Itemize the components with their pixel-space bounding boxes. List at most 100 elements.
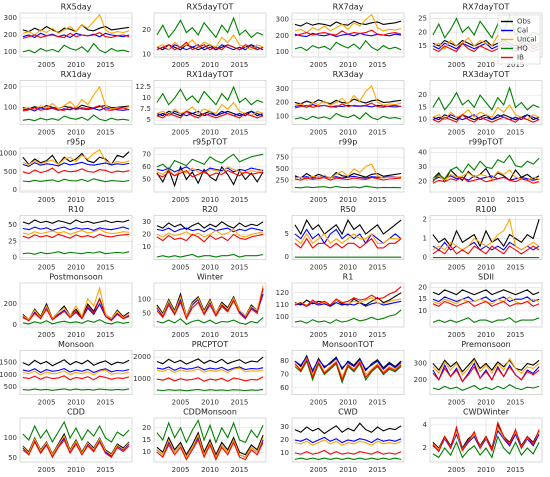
series-line	[432, 245, 540, 255]
series-line	[294, 85, 402, 108]
x-tick-label: 2005	[172, 196, 190, 204]
y-tick-label: 300	[4, 14, 17, 22]
x-tick-label: 2015	[507, 399, 525, 407]
y-tick-label: 100	[276, 313, 289, 321]
x-tick-label: 2005	[172, 61, 190, 69]
y-tick-label: 250	[276, 176, 289, 184]
x-tick-label: 2010	[339, 196, 357, 204]
series-line	[432, 296, 540, 303]
chart-title: Postmonsoon	[49, 273, 103, 282]
x-tick-label: 2010	[201, 466, 219, 474]
series-line	[156, 165, 264, 188]
y-tick-label: 20	[280, 436, 289, 444]
y-tick-label: 10	[142, 51, 151, 59]
y-tick-label: 1500	[0, 359, 17, 367]
x-tick-label: 2015	[369, 399, 387, 407]
y-tick-label: 20	[418, 284, 427, 292]
series-line	[432, 300, 540, 307]
y-tick-label: 60	[280, 384, 289, 392]
series-line	[22, 178, 130, 183]
series-line	[22, 228, 130, 235]
y-tick-label: 20	[418, 91, 427, 99]
series-line	[294, 163, 402, 180]
series-line	[22, 114, 130, 122]
series-line	[294, 297, 402, 306]
y-tick-label: 1000	[0, 150, 17, 158]
y-tick-label: 15	[418, 42, 427, 50]
series-line	[22, 13, 130, 36]
y-tick-label: 100	[4, 104, 17, 112]
y-tick-label: 30	[142, 218, 151, 226]
chart-title: RX3dayTOT	[463, 70, 510, 79]
x-tick-label: 2010	[201, 399, 219, 407]
y-tick-label: 20	[142, 424, 151, 432]
chart-title: RX7dayTOT	[463, 3, 510, 12]
x-tick-label: 2005	[172, 264, 190, 272]
series-line	[22, 219, 130, 225]
x-tick-label: 2010	[67, 129, 85, 137]
series-line	[294, 356, 402, 372]
series-line	[156, 110, 264, 119]
y-tick-label: 1000	[0, 371, 17, 379]
y-tick-label: 300	[414, 360, 427, 368]
x-tick-label: 2015	[97, 331, 115, 339]
y-tick-label: 70	[280, 371, 289, 379]
x-tick-label: 2010	[201, 61, 219, 69]
chart-title: r99pTOT	[469, 138, 504, 147]
y-tick-label: 100	[4, 434, 17, 442]
x-tick-label: 2005	[172, 399, 190, 407]
x-tick-label: 2010	[477, 61, 495, 69]
y-tick-label: 0	[285, 253, 289, 261]
x-tick-label: 2015	[97, 196, 115, 204]
chart-title: SDII	[478, 273, 494, 282]
legend-label: Obs	[517, 18, 531, 26]
x-tick-label: 2005	[310, 61, 328, 69]
y-tick-label: 20	[418, 178, 427, 186]
series-line	[22, 42, 130, 54]
x-tick-label: 2005	[38, 61, 56, 69]
series-line	[156, 438, 264, 461]
y-tick-label: 20	[142, 230, 151, 238]
chart-title: PRCPTOT	[192, 340, 229, 349]
y-tick-label: 10	[280, 449, 289, 457]
x-tick-label: 2015	[97, 264, 115, 272]
series-line	[432, 114, 540, 121]
series-line	[294, 232, 402, 245]
y-tick-label: 200	[4, 300, 17, 308]
series-line	[22, 251, 130, 255]
x-tick-label: 2005	[38, 331, 56, 339]
series-line	[432, 357, 540, 373]
series-line	[22, 233, 130, 239]
x-tick-label: 2015	[507, 264, 525, 272]
series-line	[432, 357, 540, 376]
series-line	[294, 436, 402, 444]
x-tick-label: 2005	[310, 399, 328, 407]
x-tick-label: 2010	[339, 399, 357, 407]
chart-title: Winter	[197, 273, 224, 282]
x-tick-label: 2010	[67, 61, 85, 69]
y-tick-label: 10	[142, 448, 151, 456]
series-line	[22, 31, 130, 39]
series-line	[294, 422, 402, 435]
series-line	[156, 433, 264, 459]
x-tick-label: 2010	[67, 196, 85, 204]
series-line	[294, 218, 402, 236]
series-line	[22, 104, 130, 112]
x-tick-label: 2015	[369, 466, 387, 474]
y-tick-label: 200	[276, 99, 289, 107]
y-tick-label: 50	[8, 221, 17, 229]
y-tick-label: 15	[418, 295, 427, 303]
x-tick-label: 2015	[231, 61, 249, 69]
series-line	[156, 233, 264, 243]
series-line	[432, 217, 540, 251]
y-tick-label: 10	[418, 307, 427, 315]
x-tick-label: 2005	[448, 196, 466, 204]
x-tick-label: 2005	[310, 331, 328, 339]
series-line	[294, 177, 402, 181]
x-tick-label: 2015	[369, 129, 387, 137]
series-line	[22, 438, 130, 459]
series-line	[22, 32, 130, 39]
y-tick-label: 20	[418, 28, 427, 36]
x-tick-label: 2015	[231, 466, 249, 474]
series-line	[156, 388, 264, 392]
